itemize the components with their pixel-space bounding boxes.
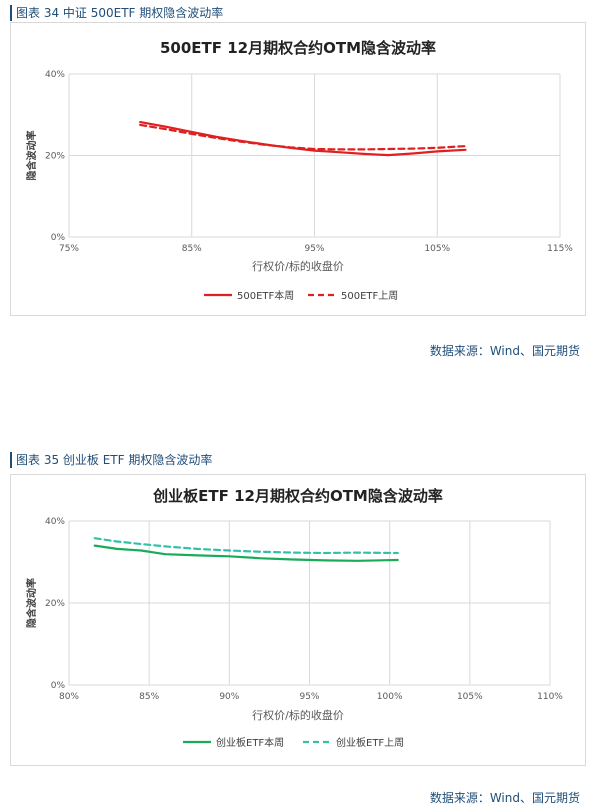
x-tick-label: 95% bbox=[304, 244, 324, 254]
x-tick-label: 110% bbox=[537, 692, 563, 702]
x-tick-label: 85% bbox=[139, 692, 159, 702]
series-line-this-week bbox=[93, 544, 399, 562]
data-source-note: 数据来源：Wind、国元期货 bbox=[429, 791, 580, 805]
x-tick-label: 80% bbox=[59, 692, 79, 702]
chart-container-cyb-etf: 创业板ETF 12月期权合约OTM隐含波动率 0% 20% 40% 80% 85% 90% 9… bbox=[10, 474, 586, 766]
x-tick-label: 75% bbox=[59, 244, 79, 254]
y-tick-label: 20% bbox=[45, 599, 65, 609]
legend-label: 创业板ETF本周 bbox=[216, 736, 284, 749]
data-source-note: 数据来源：Wind、国元期货 bbox=[429, 344, 580, 358]
x-tick-label: 105% bbox=[457, 692, 483, 702]
chart-title: 创业板ETF 12月期权合约OTM隐含波动率 bbox=[152, 487, 443, 505]
y-axis-title: 隐含波动率 bbox=[25, 131, 38, 181]
x-tick-label: 115% bbox=[547, 244, 573, 254]
legend-label: 500ETF本周 bbox=[237, 289, 294, 302]
chart-title: 500ETF 12月期权合约OTM隐含波动率 bbox=[160, 39, 436, 57]
y-tick-label: 0% bbox=[51, 681, 66, 691]
y-axis-title: 隐含波动率 bbox=[25, 578, 38, 628]
figure-caption-35: 图表 35 创业板 ETF 期权隐含波动率 bbox=[10, 452, 212, 468]
y-tick-label: 20% bbox=[45, 152, 65, 162]
series-line-last-week bbox=[93, 537, 399, 555]
x-axis-title: 行权价/标的收盘价 bbox=[252, 259, 344, 273]
x-tick-label: 105% bbox=[424, 244, 450, 254]
legend-label: 500ETF上周 bbox=[341, 290, 398, 302]
series-line-this-week bbox=[139, 120, 467, 157]
chart-cyb-etf-iv: 创业板ETF 12月期权合约OTM隐含波动率 0% 20% 40% 80% 85% 90% 9… bbox=[25, 487, 563, 749]
x-tick-label: 95% bbox=[299, 692, 319, 702]
x-axis-title: 行权价/标的收盘价 bbox=[252, 708, 344, 722]
x-tick-label: 90% bbox=[219, 692, 239, 702]
y-tick-label: 40% bbox=[45, 70, 65, 80]
series-line-last-week bbox=[139, 123, 467, 151]
y-tick-label: 40% bbox=[45, 517, 65, 527]
chart-500etf-iv: 500ETF 12月期权合约OTM隐含波动率 0% 20% 40% 75% 85% 95% 1… bbox=[25, 39, 573, 302]
x-tick-label: 85% bbox=[182, 244, 202, 254]
y-tick-label: 0% bbox=[51, 233, 66, 243]
legend-label: 创业板ETF上周 bbox=[336, 736, 404, 749]
x-tick-label: 100% bbox=[377, 692, 403, 702]
chart-container-500etf: 500ETF 12月期权合约OTM隐含波动率 0% 20% 40% 75% 85% 95% 1… bbox=[10, 22, 586, 316]
figure-caption-34: 图表 34 中证 500ETF 期权隐含波动率 bbox=[10, 5, 223, 21]
